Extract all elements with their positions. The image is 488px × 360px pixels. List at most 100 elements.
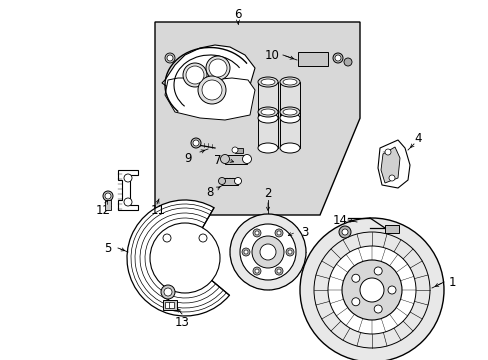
Circle shape [351,274,359,282]
Text: 7: 7 [214,153,221,166]
Circle shape [252,267,261,275]
Bar [235,148,243,153]
Circle shape [254,231,259,235]
Circle shape [341,229,347,235]
Ellipse shape [280,77,299,87]
Text: 4: 4 [413,131,421,144]
Circle shape [251,236,284,268]
Bar [258,82,278,118]
Ellipse shape [283,109,296,115]
Circle shape [254,269,259,273]
Circle shape [231,147,238,153]
Circle shape [384,149,390,155]
Bar [280,112,299,148]
Bar [169,302,174,308]
Ellipse shape [258,113,278,123]
Text: 9: 9 [184,152,191,165]
Circle shape [161,285,175,299]
Text: 8: 8 [206,185,213,198]
Circle shape [229,214,305,290]
Circle shape [260,244,275,260]
Circle shape [124,174,132,182]
Bar [164,302,170,308]
Bar [163,300,177,310]
Circle shape [167,55,173,61]
Bar [224,155,246,164]
Circle shape [285,248,293,256]
Circle shape [202,80,222,100]
Circle shape [199,234,206,242]
Circle shape [191,138,201,148]
Circle shape [341,260,401,320]
Circle shape [274,267,283,275]
Ellipse shape [258,107,278,117]
Circle shape [242,248,249,256]
Text: 13: 13 [174,315,189,328]
Circle shape [240,224,295,280]
Circle shape [299,218,443,360]
Polygon shape [380,147,399,183]
Circle shape [252,229,261,237]
Circle shape [105,193,111,199]
Circle shape [351,298,359,306]
Ellipse shape [280,107,299,117]
Bar [384,225,398,233]
Ellipse shape [280,143,299,153]
Circle shape [103,191,113,201]
Circle shape [208,59,226,77]
Circle shape [388,175,394,181]
Text: 5: 5 [104,242,111,255]
Ellipse shape [242,154,251,163]
Circle shape [274,229,283,237]
Text: 14: 14 [332,213,347,226]
Ellipse shape [258,77,278,87]
Circle shape [334,55,340,61]
Polygon shape [164,78,254,120]
Polygon shape [162,45,254,100]
Circle shape [164,53,175,63]
Text: 12: 12 [95,203,110,216]
Polygon shape [155,22,359,215]
Ellipse shape [261,109,274,115]
Circle shape [185,66,203,84]
Circle shape [343,58,351,66]
Circle shape [124,198,132,206]
Ellipse shape [261,79,274,85]
Bar [280,82,299,118]
Ellipse shape [218,177,225,185]
Text: 1: 1 [447,275,455,288]
Circle shape [205,56,229,80]
Bar [258,112,278,148]
Text: 3: 3 [301,225,308,239]
Circle shape [198,76,225,104]
Text: 6: 6 [234,8,241,21]
Circle shape [276,269,281,273]
Wedge shape [127,200,229,316]
Circle shape [387,286,395,294]
Text: 11: 11 [150,203,165,216]
Circle shape [150,223,220,293]
Bar [105,200,111,210]
Circle shape [332,53,342,63]
Text: 2: 2 [264,186,271,199]
Ellipse shape [283,79,296,85]
Ellipse shape [258,143,278,153]
Bar [297,52,327,66]
Text: 10: 10 [264,49,279,62]
Circle shape [244,250,247,254]
Polygon shape [377,140,409,188]
Circle shape [338,226,350,238]
Circle shape [276,231,281,235]
Circle shape [287,250,291,254]
Circle shape [373,267,382,275]
Ellipse shape [234,177,241,185]
Ellipse shape [220,154,229,163]
Bar [222,178,238,185]
Circle shape [163,288,172,296]
Ellipse shape [280,113,299,123]
Circle shape [327,246,415,334]
Circle shape [359,278,383,302]
Circle shape [163,234,171,242]
Circle shape [373,305,382,313]
Circle shape [193,140,199,146]
